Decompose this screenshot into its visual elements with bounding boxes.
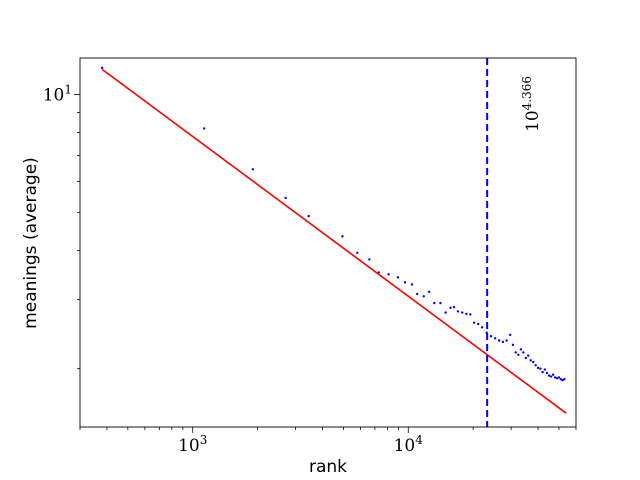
data-point [341,235,344,238]
data-point [563,378,566,381]
threshold-annotation: 104.366 [520,76,543,132]
data-point [449,306,452,309]
axes-frame [79,57,577,428]
data-point [387,273,390,276]
data-point [202,127,206,130]
data-point [536,366,540,370]
data-point [422,295,425,298]
data-point [522,351,525,354]
data-point [534,364,537,367]
data-point [532,360,535,364]
data-point [549,375,553,378]
y-axis-label: meanings (average) [21,157,41,329]
y-tick-label: 101 [43,83,72,106]
data-point [480,326,484,329]
data-point [251,168,254,171]
data-point [553,376,557,379]
data-point [514,351,517,354]
data-point [433,301,436,305]
data-point [472,321,476,324]
data-point [559,378,562,381]
fit-line [101,68,567,414]
x-axis-label: rank [309,457,347,477]
data-point [284,196,287,200]
data-point [524,356,528,360]
data-point [501,340,505,344]
data-point [444,311,447,314]
data-point [497,339,501,342]
data-point [519,348,523,351]
x-ticks [79,427,577,433]
data-point [511,343,515,347]
data-point [541,370,544,374]
data-point [547,374,551,377]
data-point [517,353,520,356]
data-point [456,310,460,313]
data-point [561,378,564,382]
data-point [439,301,442,305]
data-point [489,335,493,338]
data-point [452,305,456,309]
data-layer [100,58,567,427]
data-point [465,312,468,316]
data-point [307,214,310,218]
data-point [539,367,542,370]
data-point [545,371,549,375]
data-point [557,376,561,379]
data-point [410,283,414,286]
data-point [461,311,464,314]
data-point [555,377,559,380]
data-point [403,281,407,284]
data-point [427,290,431,294]
data-point [356,251,359,254]
x-tick-label: 103 [178,433,207,456]
data-point [551,373,555,376]
data-point [415,292,419,296]
data-point [543,368,547,371]
data-point [493,337,497,340]
data-point [100,66,104,70]
data-point [505,339,508,342]
data-point [526,354,530,357]
x-tick-label: 104 [394,433,424,456]
data-point [476,322,480,326]
data-point [368,258,371,261]
plot-area: 103 104 101 104.366 [43,57,577,456]
data-point [508,333,512,337]
data-point [529,359,532,362]
y-ticks [74,94,80,370]
data-point [469,313,472,316]
data-point [396,276,400,279]
